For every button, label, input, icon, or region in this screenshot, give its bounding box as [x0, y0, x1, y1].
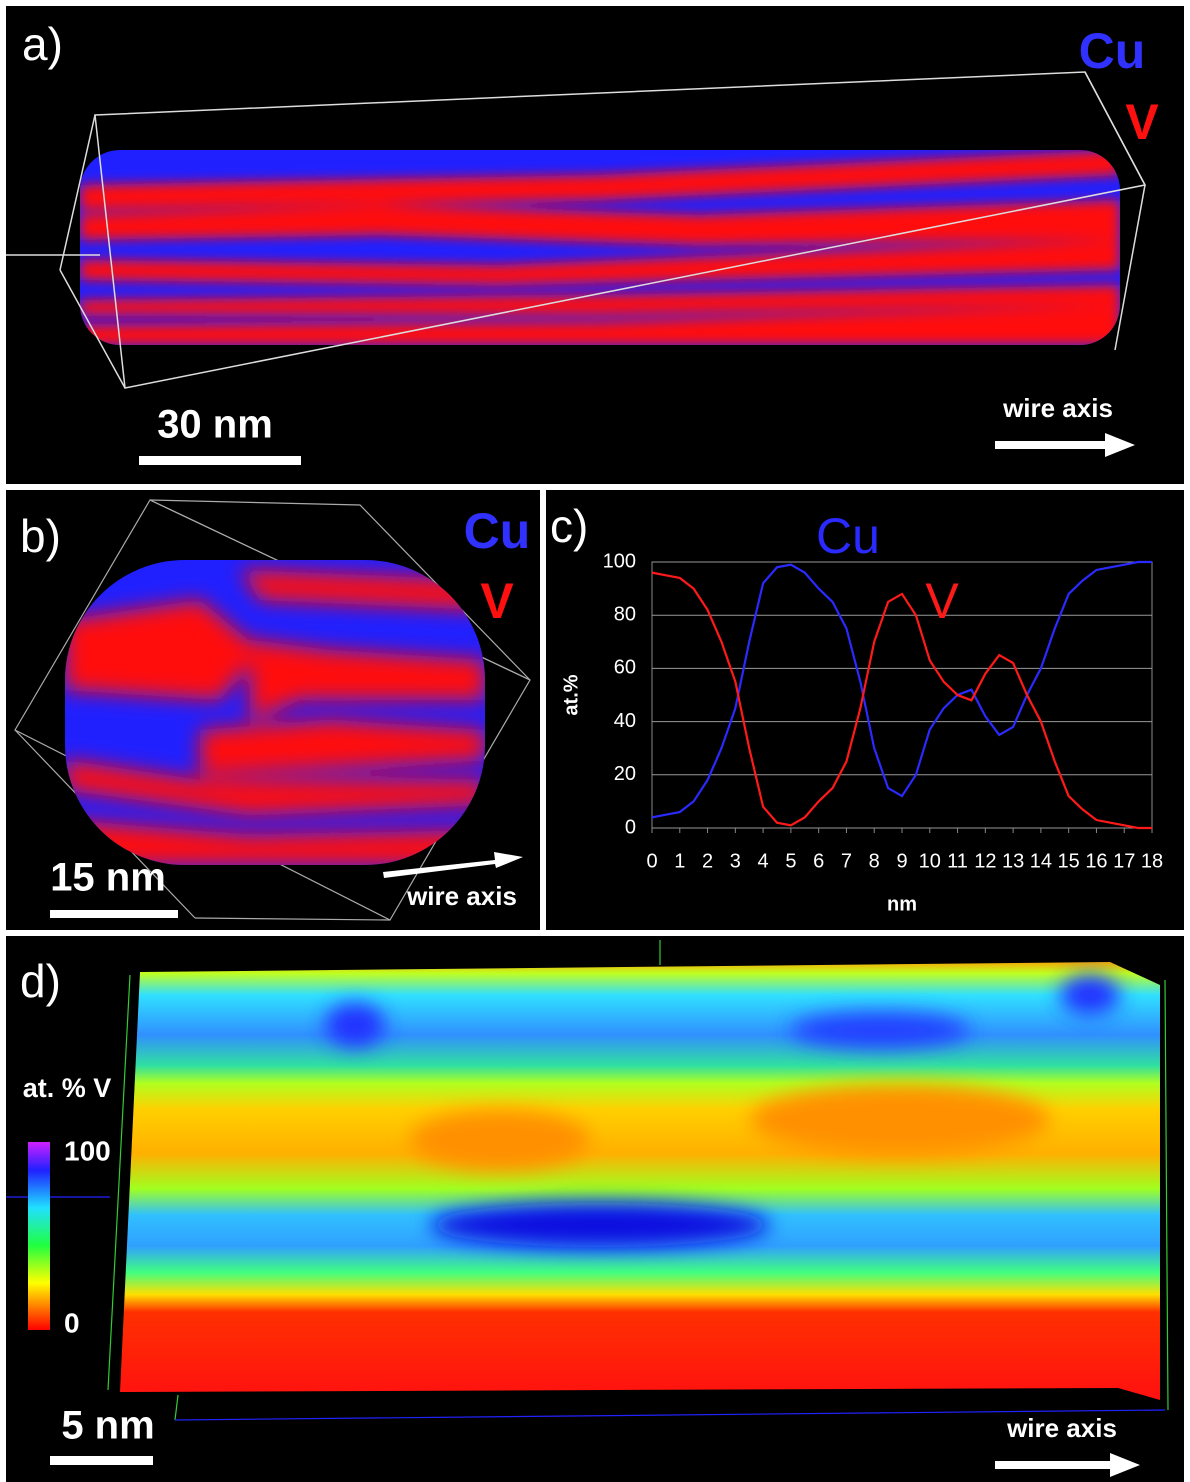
legend-v: V [480, 573, 514, 629]
x-tick-label: 2 [702, 850, 713, 872]
line-series [651, 560, 1152, 819]
scale-bar [139, 456, 301, 465]
x-tick-label: 12 [974, 850, 996, 872]
scale-bar-label: 15 nm [50, 856, 166, 900]
wire-reconstruction-a [6, 71, 1147, 389]
x-tick-label: 17 [1113, 850, 1135, 872]
wire-axis-arrow [383, 852, 523, 878]
colorbar-tick: 0 [64, 1307, 80, 1338]
legend-cu: Cu [464, 503, 531, 559]
y-tick-label: 0 [625, 816, 636, 838]
y-tick-label: 80 [614, 603, 636, 625]
colorbar [28, 1142, 50, 1330]
x-tick-label: 14 [1030, 850, 1052, 872]
x-tick-label: 7 [841, 850, 852, 872]
x-tick-label: 6 [813, 850, 824, 872]
x-tick-label: 18 [1141, 850, 1163, 872]
panel-label: a) [22, 18, 63, 70]
x-tick-label: 15 [1058, 850, 1080, 872]
x-tick-label: 13 [1002, 850, 1024, 872]
legend-cu: Cu [1079, 23, 1146, 79]
y-tick-label: 40 [614, 710, 636, 732]
x-tick-label: 8 [869, 850, 880, 872]
x-tick-label: 9 [896, 850, 907, 872]
x-tick-label: 3 [730, 850, 741, 872]
wire-axis-label: wire axis [1002, 393, 1113, 423]
y-tick-label: 100 [603, 550, 636, 572]
x-tick-label: 4 [758, 850, 769, 872]
x-tick-label: 11 [947, 850, 968, 872]
scale-bar [50, 910, 178, 918]
wire-axis-label: wire axis [1006, 1413, 1117, 1443]
wire-reconstruction-b [14, 499, 531, 921]
scale-bar-label: 30 nm [157, 403, 273, 447]
x-tick-label: 10 [919, 850, 941, 872]
y-tick-label: 60 [614, 657, 636, 679]
legend-entry: Cu [816, 508, 880, 564]
panel-label: c) [550, 500, 588, 552]
colorbar-tick: 100 [64, 1135, 111, 1166]
y-axis-label: at.% [560, 674, 582, 715]
panel-label: d) [20, 955, 61, 1007]
concentration-map [6, 940, 1169, 1421]
panel-label: b) [20, 510, 61, 562]
colorbar-title: at. % V [23, 1073, 112, 1103]
legend-v: V [1125, 94, 1159, 150]
y-tick-label: 20 [614, 763, 636, 785]
x-axis-label: nm [887, 893, 917, 915]
x-tick-label: 16 [1085, 850, 1107, 872]
wire-axis-label: wire axis [406, 881, 517, 911]
scale-bar [50, 1456, 153, 1465]
x-tick-label: 1 [674, 850, 685, 872]
line-series [651, 571, 1152, 830]
wire-axis-arrow [995, 433, 1135, 457]
legend-entry: V [925, 573, 959, 629]
x-tick-label: 0 [646, 850, 657, 872]
scale-bar-label: 5 nm [61, 1404, 154, 1448]
wire-axis-arrow [995, 1453, 1140, 1477]
x-tick-label: 5 [785, 850, 796, 872]
